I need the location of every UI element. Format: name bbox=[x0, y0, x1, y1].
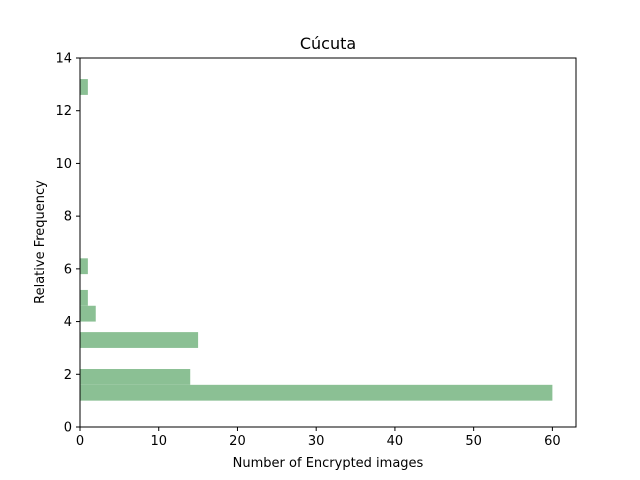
bar-6 bbox=[80, 79, 88, 95]
x-tick-label: 30 bbox=[308, 434, 325, 449]
x-axis-title: Number of Encrypted images bbox=[233, 456, 424, 471]
x-tick-label: 10 bbox=[150, 434, 167, 449]
x-tick-label: 20 bbox=[229, 434, 246, 449]
y-tick-label: 8 bbox=[64, 210, 72, 225]
y-tick-label: 6 bbox=[64, 262, 72, 277]
bar-2 bbox=[80, 332, 199, 348]
y-axis-title: Relative Frequency bbox=[33, 180, 48, 304]
y-tick-label: 10 bbox=[55, 157, 72, 172]
y-tick-label: 4 bbox=[64, 315, 72, 330]
bar-1 bbox=[80, 369, 191, 385]
bar-3 bbox=[80, 305, 96, 322]
x-tick-label: 40 bbox=[387, 434, 404, 449]
bars-group bbox=[80, 79, 553, 401]
x-axis-ticks: 0 10 20 30 40 50 60 bbox=[76, 427, 561, 449]
bar-5 bbox=[80, 258, 88, 275]
y-tick-label: 2 bbox=[64, 368, 72, 383]
y-tick-label: 0 bbox=[64, 421, 72, 436]
y-tick-label: 12 bbox=[55, 104, 72, 119]
x-tick-label: 60 bbox=[544, 434, 561, 449]
x-tick-label: 50 bbox=[465, 434, 482, 449]
plot-frame bbox=[79, 57, 577, 428]
bar-0 bbox=[80, 384, 553, 401]
chart-title: Cúcuta bbox=[300, 34, 356, 53]
bar-4 bbox=[80, 289, 88, 306]
x-tick-label: 0 bbox=[76, 434, 84, 449]
y-axis-ticks: 0 2 4 6 8 10 12 14 bbox=[55, 52, 80, 436]
y-tick-label: 14 bbox=[55, 52, 72, 67]
